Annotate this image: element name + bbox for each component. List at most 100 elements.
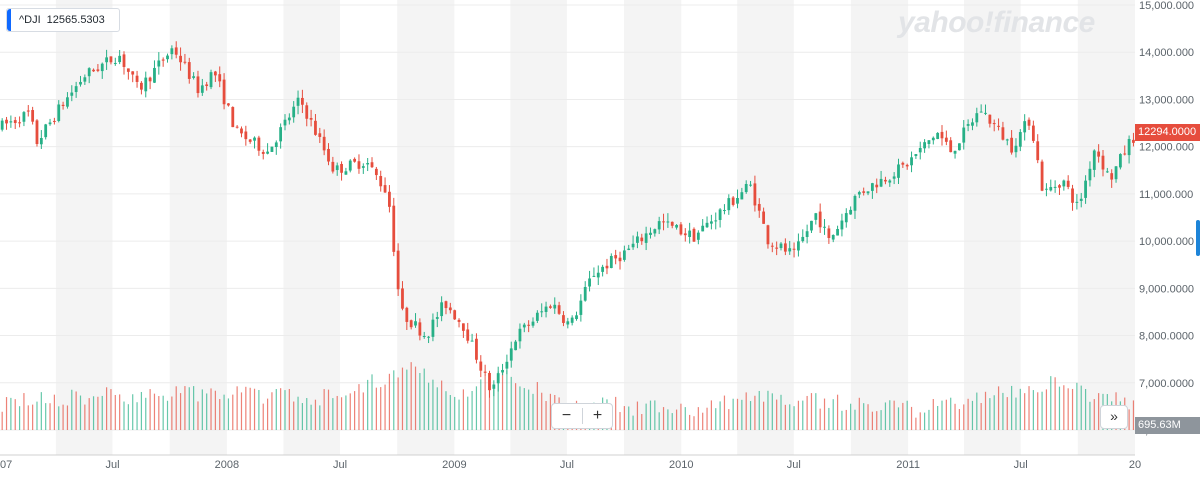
candle-body	[109, 56, 113, 63]
candle-body	[723, 210, 726, 212]
candle-body	[388, 191, 391, 207]
x-tick-label: 20	[1129, 459, 1141, 471]
candle-body	[918, 147, 922, 153]
candle-body	[1114, 166, 1118, 180]
candle-body	[1132, 139, 1135, 143]
volume-bar	[236, 386, 238, 430]
volume-bar	[828, 407, 830, 430]
volume-bar	[745, 392, 747, 430]
volume-bar	[784, 404, 786, 430]
zoom-out-button[interactable]: −	[561, 407, 572, 424]
volume-bar	[1058, 386, 1061, 430]
volume-bar	[293, 401, 295, 430]
volume-bar	[636, 401, 639, 430]
volume-bar	[340, 397, 343, 430]
candle-body	[74, 86, 78, 93]
period-band	[55, 0, 113, 455]
scroll-handle[interactable]	[1196, 220, 1200, 256]
candle-body	[992, 123, 996, 125]
scroll-right-button[interactable]: »	[1100, 405, 1128, 429]
candle-body	[200, 85, 204, 93]
candle-body	[522, 324, 526, 328]
volume-bar	[71, 389, 73, 430]
candle-body	[1049, 187, 1053, 191]
volume-bar	[484, 374, 486, 430]
volume-bar	[367, 379, 369, 430]
candle-body	[1092, 150, 1096, 170]
candle-body	[322, 136, 326, 151]
zoom-in-button[interactable]: +	[592, 407, 603, 424]
volume-bar	[893, 400, 895, 430]
volume-bar	[854, 409, 856, 430]
ticker-legend[interactable]: ^DJI 12565.5303	[6, 8, 120, 32]
volume-bar	[171, 396, 173, 430]
candle-body	[113, 62, 117, 64]
volume-bar	[501, 370, 504, 430]
candle-body	[549, 306, 552, 308]
volume-bar	[79, 395, 82, 430]
volume-bar	[536, 382, 538, 430]
candle-body	[501, 369, 504, 373]
candle-body	[401, 288, 404, 309]
volume-bar	[153, 393, 156, 430]
candle-body	[1105, 171, 1109, 173]
candle-body	[157, 60, 161, 67]
volume-bar	[632, 415, 634, 430]
volume-bar	[641, 414, 643, 430]
volume-bar	[919, 412, 921, 430]
volume-bar	[297, 396, 299, 430]
volume-bar	[1093, 399, 1095, 430]
volume-bar	[132, 394, 134, 430]
candle-body	[853, 195, 857, 211]
candle-body	[187, 62, 191, 79]
candle-body	[292, 106, 296, 118]
candle-body	[392, 205, 396, 252]
volume-bar	[1002, 392, 1004, 430]
candle-body	[235, 126, 239, 128]
candle-body	[209, 72, 213, 88]
candle-body	[383, 185, 387, 193]
candle-body	[414, 321, 417, 326]
candle-body	[492, 384, 496, 389]
volume-bar	[427, 382, 430, 430]
candle-body	[505, 361, 509, 369]
volume-bar	[58, 406, 60, 430]
candle-body	[183, 61, 187, 63]
candle-body	[618, 257, 622, 262]
volume-bar	[623, 406, 625, 430]
candle-body	[270, 146, 274, 152]
candle-body	[936, 132, 940, 139]
volume-bar	[706, 407, 708, 430]
volume-bar	[280, 388, 282, 430]
candle-body	[579, 300, 583, 315]
candle-body	[96, 69, 100, 71]
candle-body	[888, 180, 892, 183]
candle-body	[300, 97, 304, 105]
candle-body	[161, 59, 165, 61]
x-axis-labels: 2007 Jul 2008 Jul 2009 Jul 2010 Jul 2011 Jul 20	[0, 459, 1141, 471]
x-tick-label: 2007	[0, 459, 12, 471]
volume-bar	[941, 400, 943, 430]
candle-body	[662, 221, 665, 223]
candle-body	[344, 171, 348, 175]
volume-bar	[419, 373, 421, 430]
candle-body	[675, 224, 678, 228]
candle-body	[823, 226, 826, 228]
volume-bar	[388, 373, 391, 430]
candle-body	[244, 131, 248, 140]
volume-bar	[645, 403, 647, 430]
candle-body	[422, 335, 426, 337]
candle-body	[892, 176, 896, 179]
volume-bar	[158, 396, 160, 430]
volume-bar	[1011, 385, 1013, 430]
candle-body	[213, 71, 217, 76]
volume-bar	[97, 396, 99, 430]
volume-bar	[684, 407, 686, 430]
volume-bar	[149, 389, 151, 430]
candle-body	[901, 162, 905, 165]
volume-bar	[897, 407, 900, 430]
candle-body	[944, 137, 948, 142]
volume-bar	[123, 401, 125, 430]
